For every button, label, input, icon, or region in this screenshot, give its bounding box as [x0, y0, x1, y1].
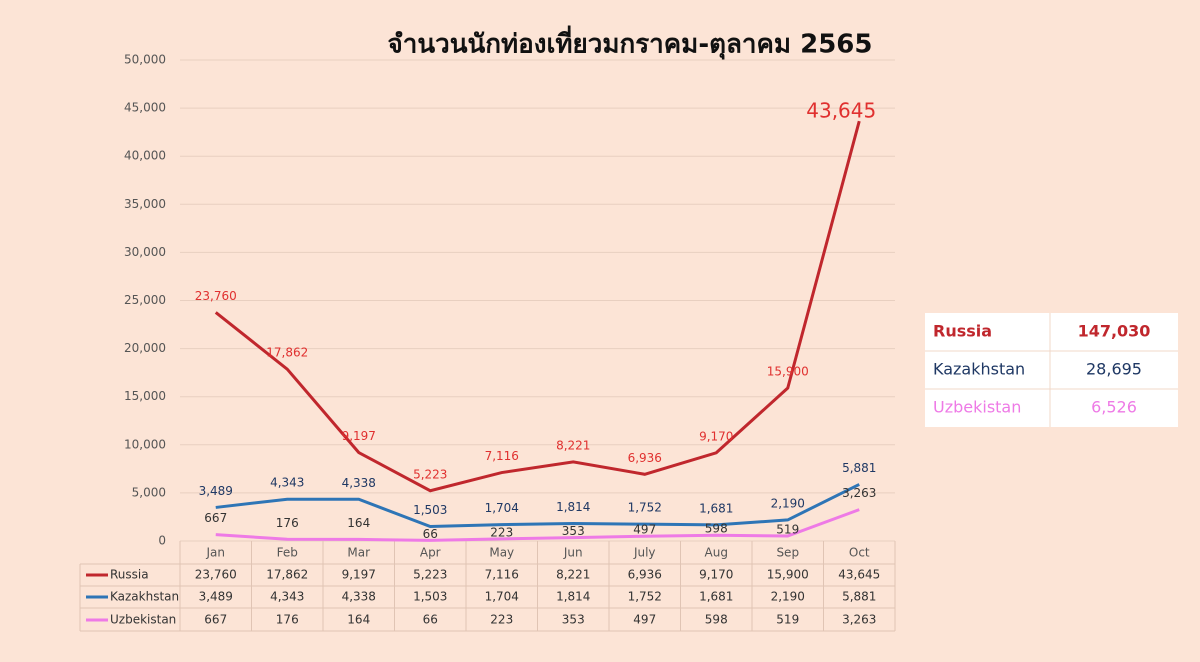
- table-cell: 519: [776, 613, 799, 627]
- table-cell: 6,936: [628, 568, 662, 582]
- table-cell: 43,645: [838, 568, 880, 582]
- table-cell: 353: [562, 613, 585, 627]
- data-label: 9,197: [342, 429, 376, 443]
- data-label: 3,263: [842, 486, 876, 500]
- table-cell: 9,170: [699, 568, 733, 582]
- y-tick-label: 5,000: [132, 485, 166, 499]
- table-cell: 66: [423, 613, 438, 627]
- summary-name: Kazakhstan: [933, 360, 1025, 379]
- y-tick-label: 25,000: [124, 293, 166, 307]
- table-cell: 8,221: [556, 568, 590, 582]
- data-label: 4,338: [342, 476, 376, 490]
- summary-value: 28,695: [1086, 360, 1142, 379]
- chart-title: จำนวนนักท่องเที่ยวมกราคม-ตุลาคม 2565: [388, 25, 873, 61]
- summary-table: [925, 313, 1178, 427]
- table-cell: 4,338: [342, 590, 376, 604]
- data-label: 3,489: [199, 484, 233, 498]
- legend-label: Kazakhstan: [110, 590, 179, 604]
- data-label: 1,681: [699, 501, 733, 515]
- table-cell: 667: [204, 613, 227, 627]
- data-label: 2,190: [771, 496, 805, 510]
- table-cell: 4,343: [270, 590, 304, 604]
- x-tick-label: May: [489, 546, 514, 560]
- summary-name: Uzbekistan: [933, 398, 1021, 417]
- data-label: 497: [633, 523, 656, 537]
- table-cell: 164: [347, 613, 370, 627]
- y-tick-label: 20,000: [124, 341, 166, 355]
- table-cell: 1,752: [628, 590, 662, 604]
- table-cell: 7,116: [485, 568, 519, 582]
- y-tick-label: 0: [158, 534, 166, 548]
- x-tick-label: Aug: [705, 546, 728, 560]
- series-line: [215, 483, 860, 529]
- data-label: 9,170: [699, 429, 733, 443]
- y-tick-label: 40,000: [124, 149, 166, 163]
- data-label: 5,881: [842, 461, 876, 475]
- y-tick-label: 35,000: [124, 197, 166, 211]
- summary-value: 147,030: [1078, 322, 1151, 341]
- table-cell: 1,503: [413, 590, 447, 604]
- data-label: 4,343: [270, 476, 304, 490]
- table-cell: 3,263: [842, 613, 876, 627]
- table-cell: 497: [633, 613, 656, 627]
- table-cell: 9,197: [342, 568, 376, 582]
- y-tick-label: 50,000: [124, 53, 166, 67]
- table-cell: 23,760: [195, 568, 237, 582]
- data-label: 1,704: [485, 501, 519, 515]
- data-label: 15,900: [767, 365, 809, 379]
- legend-label: Russia: [110, 568, 149, 582]
- y-tick-label: 15,000: [124, 389, 166, 403]
- data-label: 6,936: [628, 451, 662, 465]
- table-cell: 2,190: [771, 590, 805, 604]
- table-cell: 5,223: [413, 568, 447, 582]
- series-line: [214, 120, 861, 493]
- data-label: 7,116: [485, 449, 519, 463]
- data-label: 23,760: [195, 289, 237, 303]
- table-cell: 17,862: [266, 568, 308, 582]
- x-tick-label: Apr: [420, 546, 441, 560]
- table-cell: 1,814: [556, 590, 590, 604]
- data-label: 1,752: [628, 501, 662, 515]
- summary-value: 6,526: [1091, 398, 1137, 417]
- x-tick-label: Mar: [347, 546, 370, 560]
- y-tick-label: 30,000: [124, 245, 166, 259]
- data-label: 8,221: [556, 438, 590, 452]
- x-tick-label: Jan: [206, 546, 226, 560]
- table-cell: 598: [705, 613, 728, 627]
- data-label: 519: [776, 523, 799, 537]
- data-label: 223: [490, 525, 513, 539]
- data-label: 43,645: [806, 99, 876, 123]
- data-label: 164: [347, 516, 370, 530]
- data-label: 176: [276, 516, 299, 530]
- table-cell: 1,681: [699, 590, 733, 604]
- x-tick-label: July: [633, 546, 656, 560]
- data-label: 667: [204, 511, 227, 525]
- table-cell: 5,881: [842, 590, 876, 604]
- data-label: 17,862: [266, 346, 308, 360]
- data-label: 66: [423, 527, 438, 541]
- table-cell: 223: [490, 613, 513, 627]
- table-cell: 15,900: [767, 568, 809, 582]
- data-label: 1,814: [556, 500, 590, 514]
- x-tick-label: Oct: [849, 546, 870, 560]
- table-cell: 1,704: [485, 590, 519, 604]
- data-label: 598: [705, 522, 728, 536]
- x-tick-label: Jun: [563, 546, 583, 560]
- summary-name: Russia: [933, 322, 992, 341]
- data-label: 5,223: [413, 467, 447, 481]
- data-label: 353: [562, 524, 585, 538]
- x-tick-label: Sep: [776, 546, 799, 560]
- series-line: [215, 508, 860, 542]
- table-cell: 3,489: [199, 590, 233, 604]
- data-label: 1,503: [413, 503, 447, 517]
- y-tick-label: 45,000: [124, 101, 166, 115]
- legend-label: Uzbekistan: [110, 613, 176, 627]
- table-cell: 176: [276, 613, 299, 627]
- x-tick-label: Feb: [277, 546, 298, 560]
- y-tick-label: 10,000: [124, 437, 166, 451]
